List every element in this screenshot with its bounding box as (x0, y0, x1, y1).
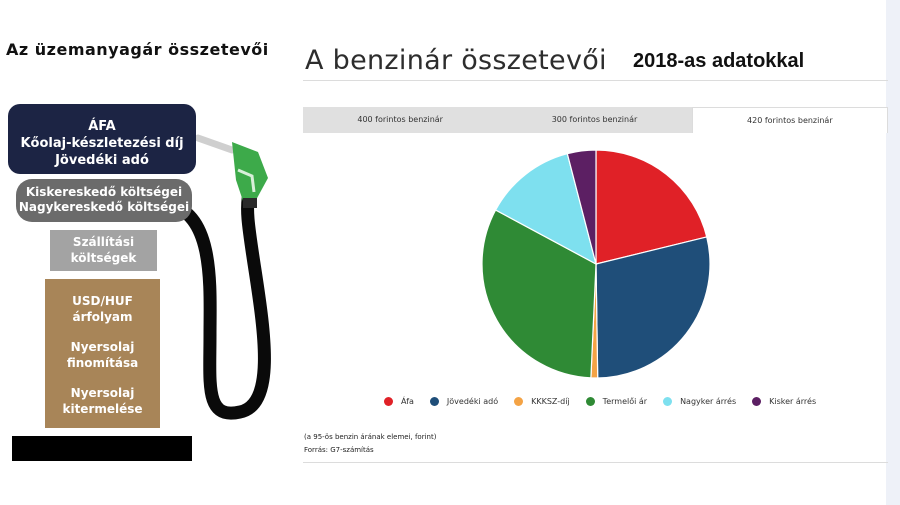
exchange-rate-line-2: árfolyam (72, 310, 133, 324)
legend-label: Kisker árrés (769, 396, 817, 406)
transport-line-2: költségek (70, 251, 137, 265)
exchange-rate-line-1: USD/HUF (72, 294, 133, 308)
chart-subtitle: 2018-as adatokkal (633, 50, 805, 72)
exchange-rate-item: USD/HUF árfolyam (45, 293, 160, 325)
refining-line-1: Nyersolaj (70, 340, 135, 354)
legend-label: Áfa (401, 396, 414, 406)
wholesale-costs-line: Nagykereskedő költségei (18, 200, 190, 214)
price-tabs: 400 forintos benzinár 300 forintos benzi… (303, 107, 888, 133)
legend-item-2[interactable]: KKKSZ-díj (514, 396, 570, 406)
refining-item: Nyersolaj finomítása (45, 339, 160, 371)
fuel-pump-hose-illustration (163, 134, 271, 420)
pie-slice-1[interactable] (595, 236, 711, 379)
extraction-line-1: Nyersolaj (70, 386, 135, 400)
legend-label: Termelői ár (602, 396, 648, 406)
trader-costs-block: Kiskereskedő költségei Nagykereskedő köl… (16, 179, 192, 222)
legend-item-4[interactable]: Nagyker árrés (663, 396, 737, 406)
title-divider (303, 80, 888, 81)
bottom-divider (303, 462, 888, 463)
pie-chart (481, 149, 711, 379)
pie-slice-5[interactable] (566, 149, 597, 265)
nozzle-spout (194, 134, 236, 154)
legend-dot-icon (384, 396, 393, 406)
frame-edge (886, 0, 900, 505)
hose (163, 183, 271, 420)
extraction-line-2: kitermelése (62, 402, 143, 416)
legend-item-1[interactable]: Jövedéki adó (429, 396, 499, 406)
nozzle-collar (243, 198, 257, 208)
legend-label: KKKSZ-díj (531, 396, 570, 406)
extraction-item: Nyersolaj kitermelése (45, 385, 160, 417)
chart-legend: Áfa Jövedéki adó KKKSZ-díj Termelői ár Nagyk… (384, 394, 824, 408)
legend-dot-icon (752, 396, 762, 406)
chart-title: A benzinár összetevői (305, 45, 607, 76)
tab-400-forint[interactable]: 400 forintos benzinár (303, 107, 498, 133)
refining-line-2: finomítása (66, 356, 139, 370)
tax-line-stockpile-fee: Kőolaj-készletezési díj (20, 136, 184, 151)
nozzle-trigger (237, 168, 256, 193)
legend-dot-icon (585, 396, 595, 406)
legend-dot-icon (514, 396, 524, 406)
tax-block: ÁFA Kőolaj-készletezési díj Jövedéki adó (8, 104, 196, 174)
tab-300-forint[interactable]: 300 forintos benzinár (497, 107, 692, 133)
pie-slice-3[interactable] (481, 209, 597, 379)
legend-label: Jövedéki adó (446, 396, 499, 406)
legend-item-0[interactable]: Áfa (384, 396, 414, 406)
chart-source: Forrás: G7-számítás (304, 446, 374, 454)
tax-line-vat: ÁFA (88, 119, 116, 134)
pump-base (12, 436, 192, 461)
left-panel-title: Az üzemanyagár összetevői (6, 40, 269, 59)
pie-slice-0[interactable] (595, 149, 708, 265)
pie-slice-4[interactable] (494, 152, 597, 266)
legend-item-3[interactable]: Termelői ár (585, 396, 648, 406)
tab-420-forint[interactable]: 420 forintos benzinár (691, 107, 888, 133)
legend-dot-icon (663, 396, 673, 406)
retail-costs-line: Kiskereskedő költségei (25, 185, 183, 199)
chart-note: (a 95-ös benzin árának elemei, forint) (304, 433, 437, 441)
legend-dot-icon (429, 396, 439, 406)
tax-line-excise: Jövedéki adó (55, 153, 149, 168)
transport-block: Szállítási költségek (50, 230, 157, 271)
nozzle-body (232, 142, 268, 204)
legend-item-5[interactable]: Kisker árrés (752, 396, 817, 406)
legend-label: Nagyker árrés (680, 396, 737, 406)
transport-line-1: Szállítási (72, 235, 135, 249)
crude-block: USD/HUF árfolyam Nyersolaj finomítása Ny… (45, 279, 160, 428)
